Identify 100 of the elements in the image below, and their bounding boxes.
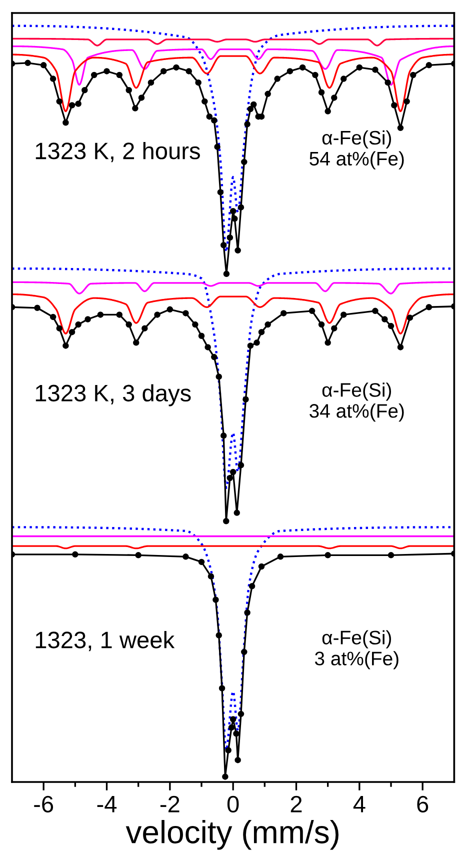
point: [248, 583, 256, 590]
point: [218, 685, 226, 692]
point: [138, 94, 145, 101]
point: [208, 573, 214, 580]
point: [202, 98, 208, 105]
point: [182, 310, 189, 316]
point: [228, 724, 235, 731]
point: [166, 306, 174, 313]
point: [222, 774, 228, 780]
point: [216, 632, 222, 638]
point: [116, 312, 123, 318]
point: [34, 304, 40, 312]
point: [312, 72, 318, 78]
point: [324, 552, 331, 558]
point: [62, 342, 69, 349]
point: [250, 101, 257, 108]
x-tick-label: 2: [290, 796, 302, 812]
point: [195, 79, 202, 86]
point: [388, 552, 394, 558]
point: [56, 98, 62, 105]
point: [154, 312, 160, 318]
point: [223, 270, 230, 277]
point: [230, 468, 236, 476]
point: [50, 314, 56, 320]
point: [68, 102, 76, 108]
point: [160, 68, 167, 74]
point: [72, 551, 78, 558]
point: [135, 552, 142, 558]
point: [75, 321, 82, 328]
point: [397, 344, 404, 350]
point: [217, 189, 224, 196]
point: [204, 344, 211, 350]
point: [384, 79, 391, 86]
point: [318, 321, 325, 328]
point: [223, 518, 230, 524]
point: [226, 234, 234, 241]
point: [242, 396, 249, 403]
point: [247, 342, 254, 349]
point: [356, 64, 363, 71]
x-tick-label: 4: [353, 796, 366, 812]
annotation: α-Fe(Si) 3 at%(Fe): [314, 630, 398, 670]
point: [340, 76, 347, 82]
point: [220, 242, 227, 248]
point: [410, 72, 416, 78]
point: [234, 756, 241, 764]
point: [244, 121, 250, 128]
point: [182, 554, 189, 560]
point: [82, 87, 88, 94]
point: [148, 79, 154, 86]
point: [238, 710, 244, 718]
point: [258, 328, 265, 336]
annotation: 1323 K, 2 hours: [36, 142, 200, 162]
point: [404, 98, 410, 105]
point: [212, 596, 219, 603]
point: [258, 563, 265, 570]
x-tick-label: -4: [97, 796, 117, 812]
point: [299, 64, 306, 71]
point: [331, 325, 338, 332]
point: [318, 89, 325, 96]
point: [56, 325, 62, 332]
x-tick-label: -6: [34, 796, 54, 813]
point: [126, 87, 132, 94]
point: [241, 158, 248, 166]
point: [116, 72, 123, 78]
annotation: α-Fe(Si) 54 at%(Fe): [310, 130, 404, 170]
point: [274, 76, 280, 82]
point: [198, 558, 205, 566]
point: [75, 100, 82, 107]
point: [211, 117, 218, 124]
point: [241, 648, 248, 656]
point: [233, 730, 240, 737]
point: [198, 332, 205, 339]
point: [388, 322, 394, 330]
point: [372, 308, 378, 314]
point: [426, 304, 432, 310]
point: [186, 68, 192, 74]
point: [331, 94, 338, 101]
point: [133, 340, 140, 346]
point: [382, 316, 388, 322]
point: [126, 321, 132, 328]
point: [97, 312, 104, 318]
point: [230, 716, 236, 722]
point: [84, 316, 91, 322]
x-tick-label: 6: [417, 796, 428, 813]
point: [324, 108, 331, 114]
point: [173, 64, 180, 71]
point: [247, 106, 254, 112]
point: [206, 113, 213, 120]
point: [372, 66, 378, 73]
point: [254, 340, 260, 346]
point: [397, 124, 404, 132]
annotation: 1323 K, 3 days: [36, 384, 191, 406]
point: [142, 325, 148, 332]
point: [264, 321, 271, 328]
point: [225, 747, 232, 754]
point: [216, 374, 222, 380]
point: [280, 310, 287, 316]
point: [40, 62, 47, 68]
point: [277, 554, 284, 560]
x-tick-label: 0: [227, 796, 239, 813]
